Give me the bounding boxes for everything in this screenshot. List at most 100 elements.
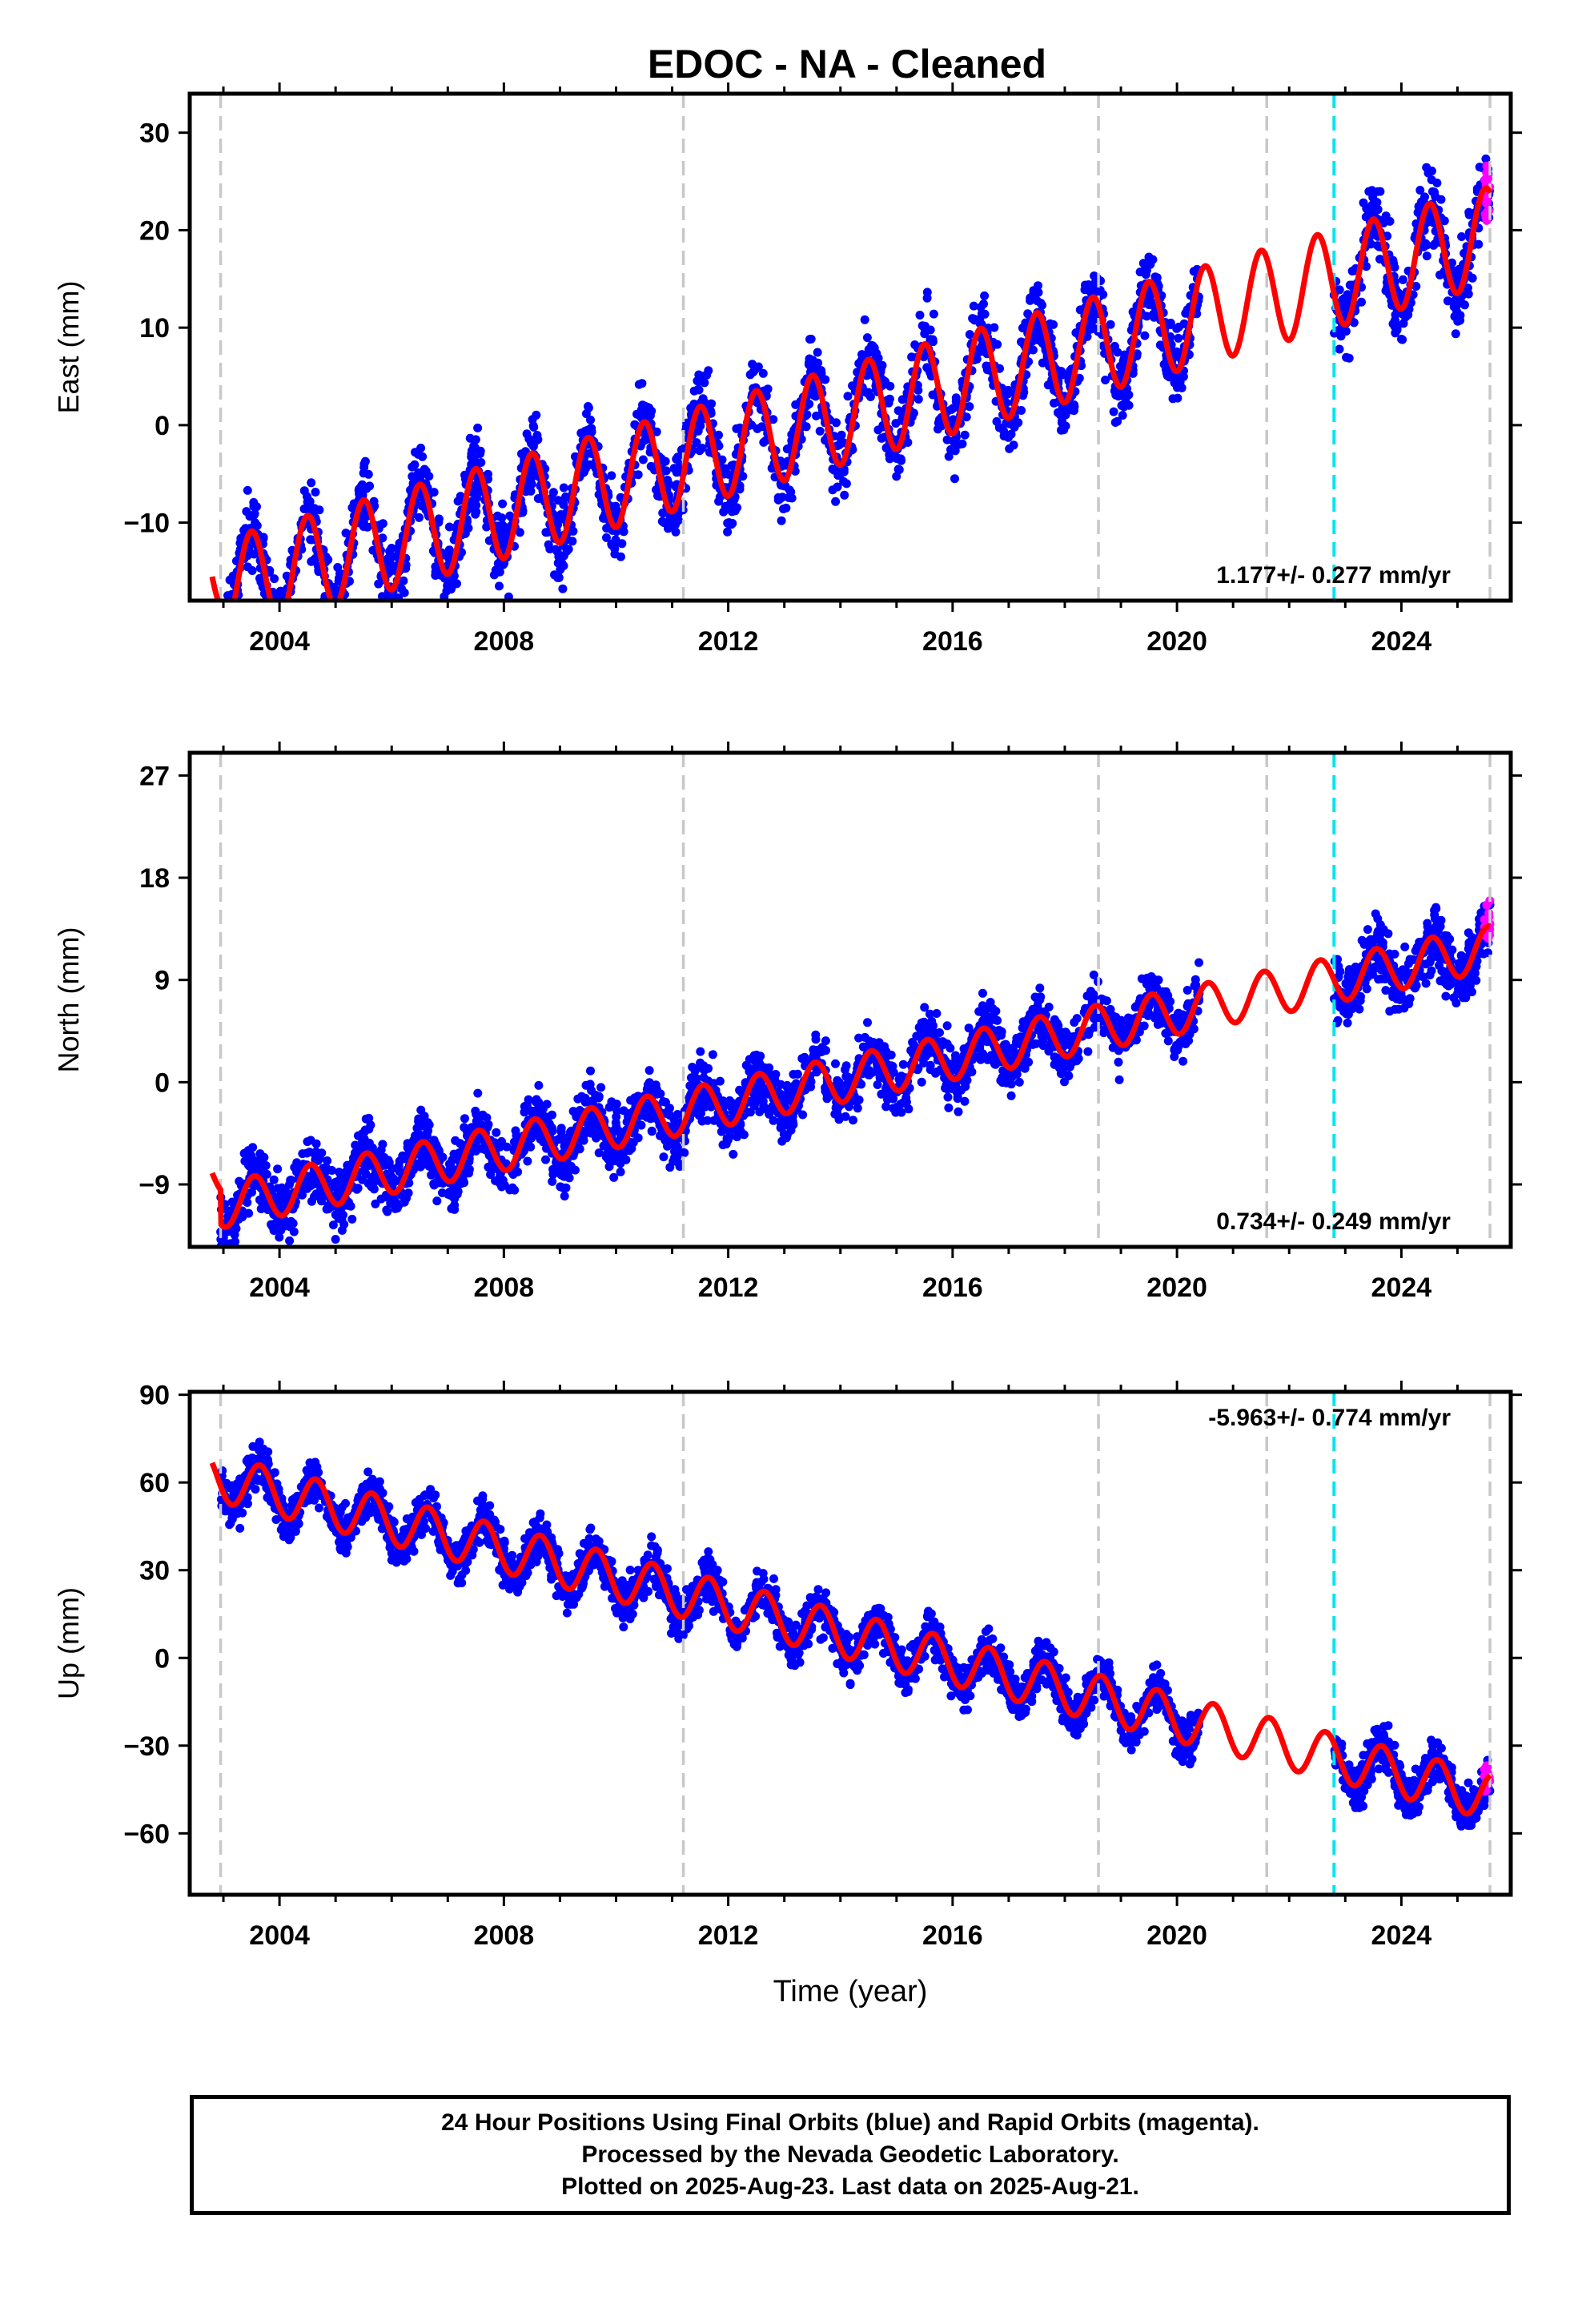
data-point [353,1184,363,1193]
data-point [666,521,676,531]
data-point [257,1196,266,1205]
data-point [672,454,681,464]
data-point [466,504,476,513]
data-point [704,1063,713,1073]
data-point [374,579,383,589]
data-point [659,1152,669,1162]
data-point [474,1114,484,1123]
x-tick-label: 2016 [922,626,983,657]
data-point [609,1172,619,1182]
data-point [256,1204,266,1213]
data-point [1168,394,1178,404]
data-point [219,647,228,656]
data-point [1166,320,1175,330]
data-point [223,664,231,673]
data-point [1044,1047,1054,1055]
data-point [1017,406,1026,415]
data-point [363,469,373,479]
data-point [219,614,228,623]
data-point [328,615,337,624]
data-point [773,493,783,502]
data-point [926,325,935,335]
data-point [378,1140,387,1149]
data-point [1431,192,1440,201]
data-point [1367,186,1377,195]
data-point [1464,210,1474,219]
data-point [443,619,452,628]
data-point [781,1133,791,1143]
data-point [1421,239,1431,248]
plot-area [209,753,1495,1247]
data-point [885,381,895,391]
data-point [897,395,907,404]
data-point [331,614,339,623]
data-point [860,315,869,324]
data-point [452,1183,462,1192]
data-point [877,1089,886,1099]
final-orbit-points [216,900,1495,1247]
data-point [673,511,683,521]
data-point [397,585,407,593]
data-point [863,1018,872,1027]
data-point [753,362,763,372]
data-point [1144,252,1154,262]
data-point [556,1124,566,1133]
data-point [821,375,830,384]
data-point [831,1059,840,1068]
data-point [854,1096,864,1104]
velocity-annotation: 1.177+/- 0.277 mm/yr [1216,562,1451,589]
data-point [323,609,331,617]
data-point [579,1131,588,1140]
data-point [793,1069,802,1079]
data-point [387,611,396,620]
data-point [276,617,285,626]
data-point [831,497,841,506]
data-point [280,613,289,621]
data-point [596,1083,606,1092]
data-point [416,1105,426,1115]
data-point [222,641,231,650]
data-point [387,544,396,553]
data-point [638,455,648,464]
data-point [1140,265,1150,275]
data-point [493,559,503,569]
data-point [236,533,246,543]
data-point [821,1036,830,1046]
data-point [607,471,616,480]
data-point [271,656,280,665]
data-point [1453,316,1463,326]
data-point [1163,1036,1173,1046]
data-point [1481,154,1491,163]
y-axis-label: East (mm) [52,281,85,414]
data-point [612,505,621,515]
data-point [1035,983,1045,993]
data-point [1081,280,1090,290]
data-point [476,446,485,456]
data-point [578,468,588,477]
data-point [1336,332,1346,341]
y-tick-label: 0 [155,411,170,441]
data-point [1170,378,1179,388]
data-point [922,363,932,372]
data-point [700,378,709,388]
data-point [829,465,839,475]
data-point [714,497,724,506]
data-point [548,488,558,497]
data-point [403,1139,412,1148]
data-point [880,1042,889,1051]
data-point [1426,216,1435,226]
data-point [264,608,273,617]
data-point [785,1121,794,1131]
data-point [893,406,903,416]
data-point [735,485,745,494]
data-point [550,570,559,580]
data-point [548,1176,557,1186]
data-point [1422,251,1431,261]
data-point [307,557,316,566]
data-point [275,586,285,596]
data-point [471,435,480,444]
data-point [226,609,235,617]
data-point [225,628,234,637]
data-point [647,1126,656,1136]
data-point [243,562,252,572]
